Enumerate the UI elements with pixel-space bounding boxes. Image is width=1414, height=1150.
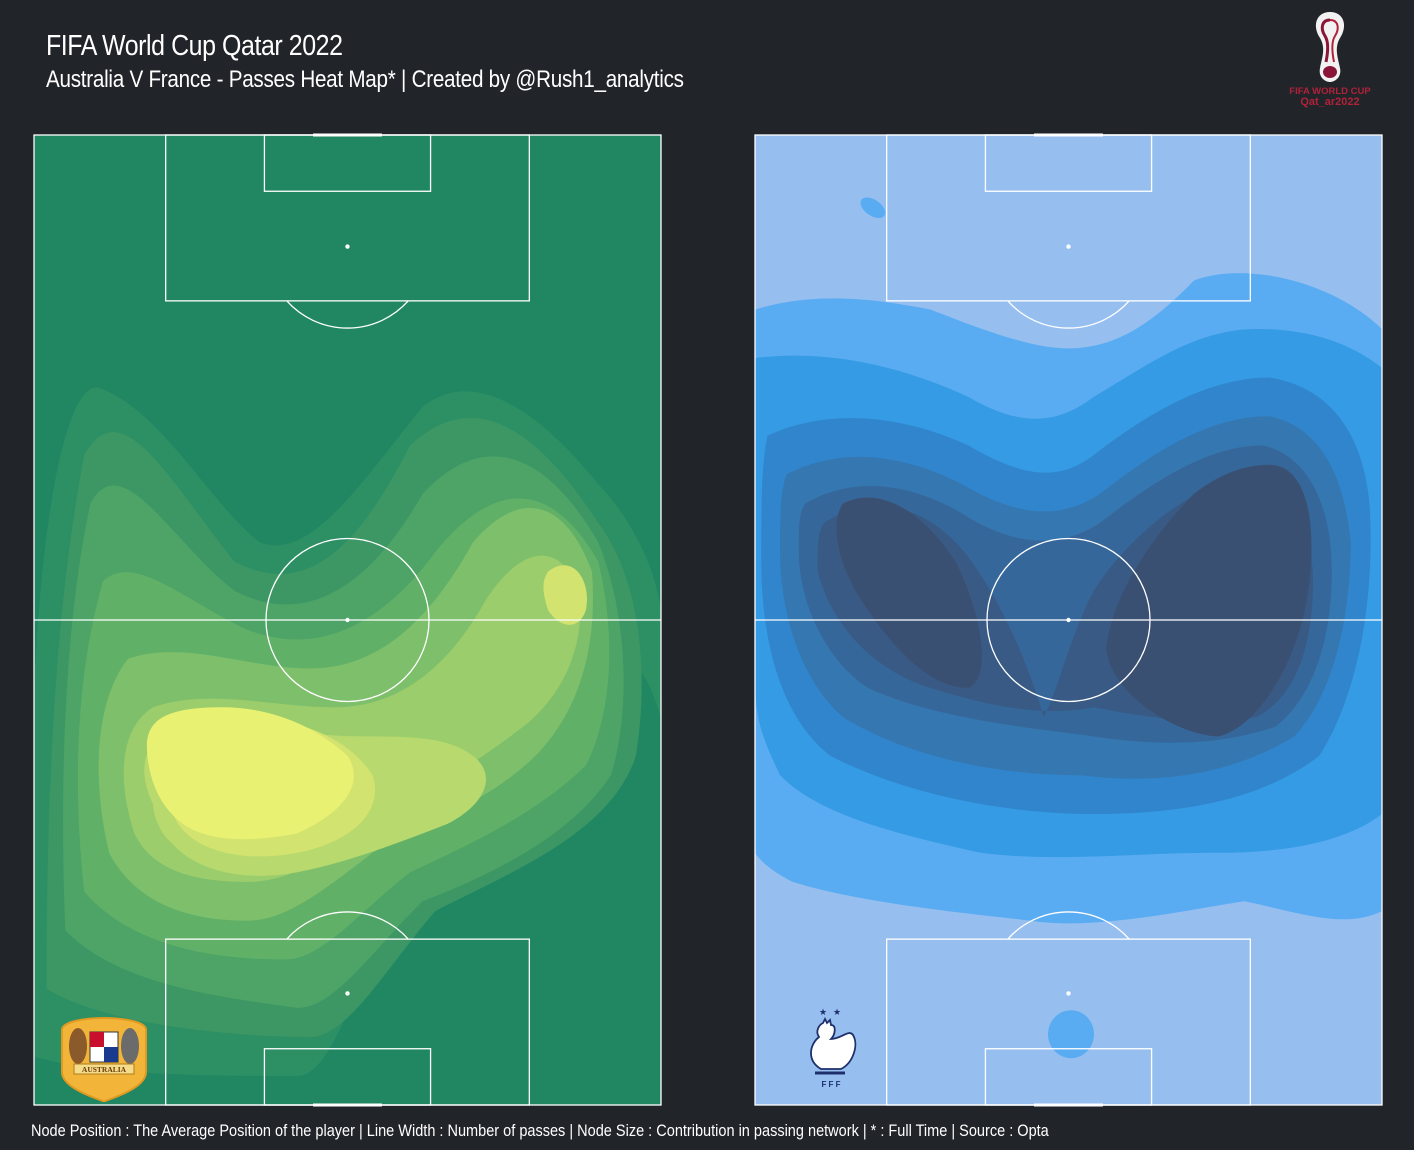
australia-football-crest-icon: AUSTRALIA: [61, 1017, 147, 1103]
density-blob: [1048, 1010, 1095, 1059]
chart-subtitle: Australia V France - Passes Heat Map* | …: [46, 66, 684, 93]
heatmap-australia: AUSTRALIA: [33, 133, 662, 1107]
density-blob: [860, 197, 886, 219]
density-level-7: [836, 464, 1312, 737]
logo-line-1: FIFA WORLD CUP: [1289, 86, 1371, 97]
chart-title: FIFA World Cup Qatar 2022: [46, 30, 343, 62]
heatmap-france: ★ ★ F F F: [754, 133, 1383, 1107]
crest-text: AUSTRALIA: [82, 1065, 127, 1074]
crest-text: F F F: [821, 1080, 840, 1089]
density-level-9: [146, 707, 354, 840]
logo-line-2: Qat_ar2022: [1300, 96, 1360, 108]
svg-text:★: ★: [819, 1007, 827, 1017]
france-football-crest-icon: ★ ★ F F F: [810, 1007, 857, 1089]
footer-note: Node Position : The Average Position of …: [31, 1122, 1049, 1140]
svg-text:★: ★: [833, 1007, 841, 1017]
fifa-world-cup-trophy-icon: [1315, 12, 1345, 82]
